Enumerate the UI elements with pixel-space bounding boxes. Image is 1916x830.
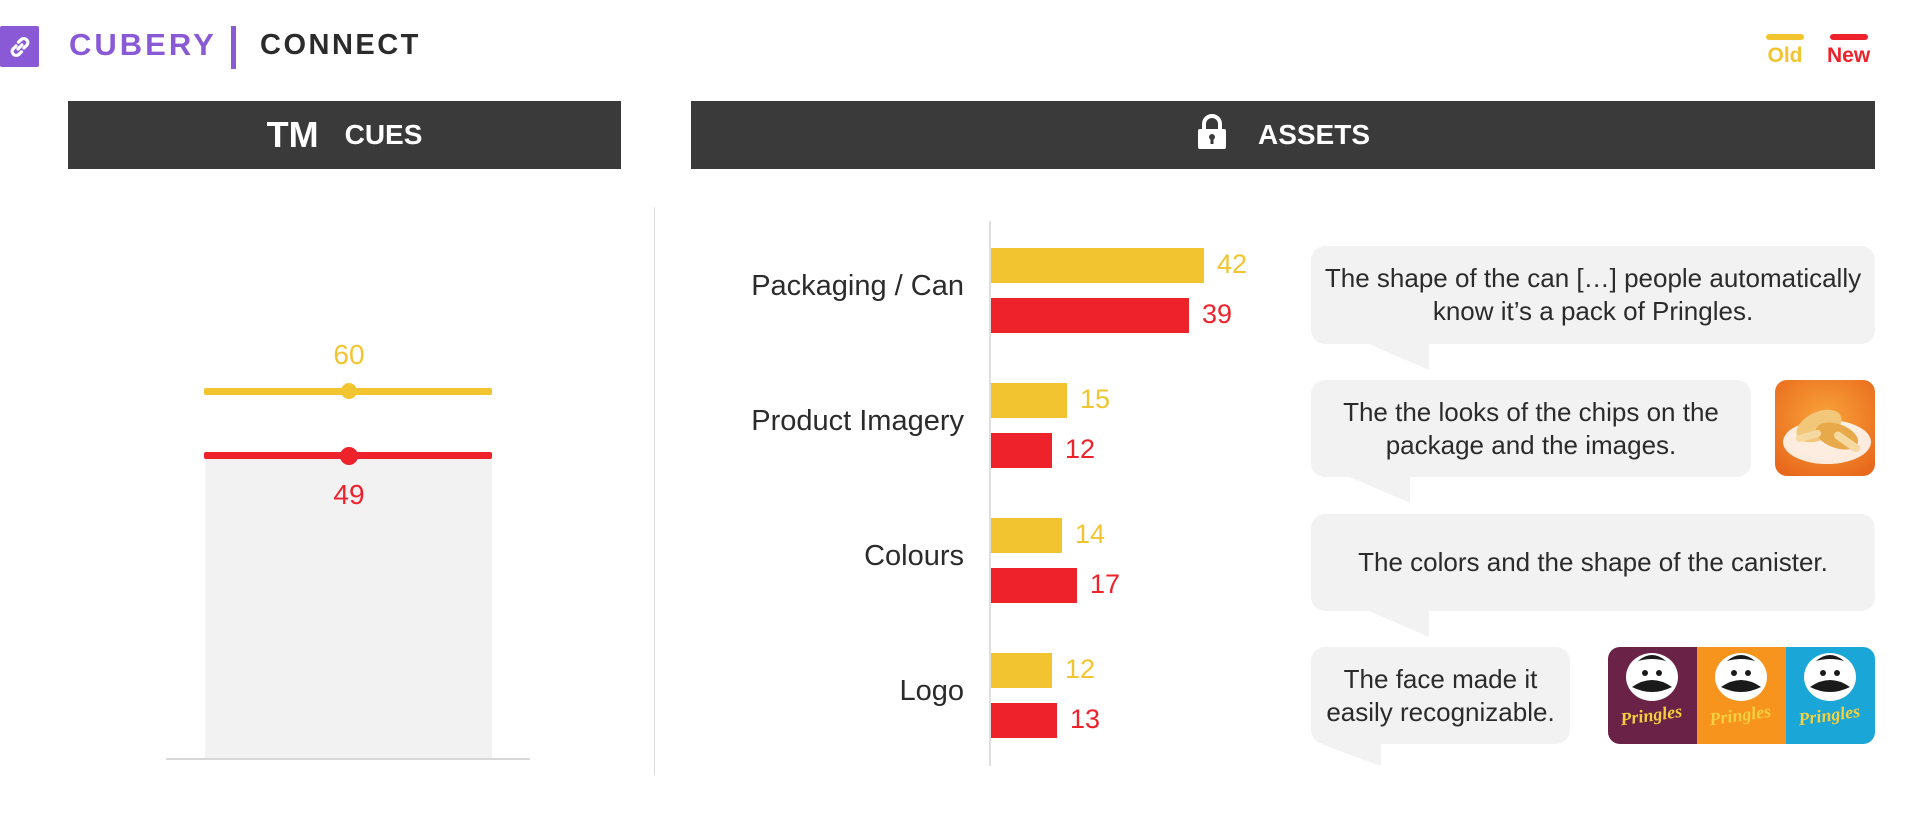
quote-imagery-tail — [1350, 477, 1410, 503]
lock-icon — [1196, 113, 1228, 157]
assets-title: ASSETS — [1257, 119, 1371, 150]
tm-badge: TM — [266, 114, 319, 155]
bar-value-old: 42 — [1217, 249, 1248, 279]
cue-baseline — [166, 758, 530, 760]
category-label: Colours — [864, 540, 964, 572]
cues-panel-header: TM CUES — [68, 101, 621, 169]
brand-logo — [0, 26, 39, 67]
bar-new — [991, 703, 1057, 738]
legend-new-swatch — [1829, 34, 1868, 40]
quote-packaging: The shape of the can […] people automati… — [1311, 246, 1875, 344]
legend-old: Old — [1766, 34, 1804, 68]
cue-old-value: 60 — [333, 339, 365, 370]
cues-title: CUES — [344, 119, 423, 150]
quote-logo-tail — [1321, 744, 1381, 766]
legend-old-label: Old — [1767, 44, 1803, 67]
product-name: CONNECT — [260, 29, 421, 61]
bar-value-new: 12 — [1065, 434, 1096, 464]
panel-divider — [654, 207, 655, 775]
bar-value-new: 17 — [1090, 569, 1121, 599]
assets-panel-header: ASSETS — [691, 101, 1875, 169]
assets-axis — [989, 221, 991, 766]
cue-old-marker — [341, 383, 357, 399]
brand-separator — [231, 26, 236, 69]
category-label: Packaging / Can — [751, 270, 964, 302]
bar-value-new: 13 — [1070, 704, 1101, 734]
link-icon — [10, 37, 30, 57]
quote-packaging-tail — [1369, 344, 1429, 370]
bar-new — [991, 433, 1052, 468]
cue-new-area — [205, 455, 492, 758]
bar-old — [991, 383, 1067, 418]
legend-old-swatch — [1766, 34, 1804, 40]
bar-value-old: 14 — [1075, 519, 1106, 549]
bar-old — [991, 518, 1062, 553]
legend-new-label: New — [1827, 44, 1871, 67]
pringles-cans-image: Pringles Pringles Pringles — [1608, 647, 1875, 744]
brand-name: CUBERY — [69, 27, 217, 62]
bar-new — [991, 568, 1077, 603]
bar-value-new: 39 — [1202, 299, 1233, 329]
bar-old — [991, 653, 1052, 688]
cue-new-marker — [340, 447, 358, 465]
chips-image — [1775, 380, 1875, 476]
bar-new — [991, 298, 1189, 333]
quote-colours-tail — [1369, 611, 1429, 637]
quote-colours: The colors and the shape of the canister… — [1311, 514, 1875, 611]
bar-old — [991, 248, 1204, 283]
bar-value-old: 12 — [1065, 654, 1096, 684]
bar-value-old: 15 — [1080, 384, 1111, 414]
quote-logo: The face made it easily recognizable. — [1311, 647, 1570, 744]
cue-new-value: 49 — [333, 479, 365, 510]
category-label: Product Imagery — [751, 405, 964, 437]
quote-imagery: The the looks of the chips on the packag… — [1311, 380, 1751, 477]
category-label: Logo — [899, 675, 964, 707]
legend-new: New — [1827, 34, 1870, 68]
